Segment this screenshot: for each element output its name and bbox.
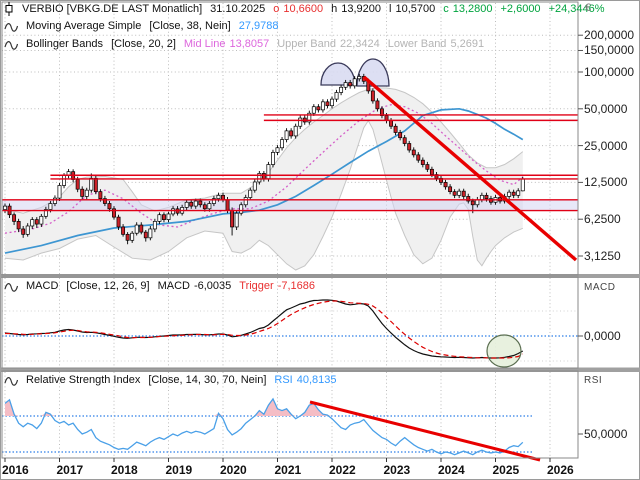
- open-quote: o 10,6600: [273, 2, 324, 15]
- macd-zero-label: 0,0000: [584, 329, 621, 343]
- price-tick-label: 200,0000: [584, 28, 635, 43]
- price-tick-label: 3,1250: [584, 249, 621, 263]
- rsi-value: RSI 40,8135: [274, 374, 337, 386]
- bollinger-upper: Upper Band 22,3424: [277, 38, 380, 50]
- year-label: 2020: [220, 463, 247, 477]
- ma-params: [Close, 38, Nein]: [149, 20, 231, 32]
- price-tick-label: 6,2500: [584, 212, 621, 227]
- wave-icon: [4, 281, 18, 293]
- macd-trigger-value: Trigger -7,1686: [239, 280, 316, 292]
- macd-params: [Close, 12, 26, 9]: [66, 280, 150, 292]
- instrument-legend: VERBIO [VBKG.DE LAST Monatlich] 31.10.20…: [4, 2, 605, 16]
- price-tick-label: 150,0000: [584, 43, 635, 58]
- price-tick-label: 100,0000: [584, 65, 635, 79]
- price-tick-label: 25,0000: [584, 138, 628, 153]
- year-label: 2019: [165, 463, 193, 477]
- rsi-axis-label: RSI: [584, 375, 603, 386]
- change-absolute: +2,6000: [500, 2, 541, 15]
- currency-symbol: €: [585, 2, 592, 14]
- ma-name: Moving Average Simple: [26, 20, 142, 32]
- year-label: 2016: [2, 463, 29, 477]
- year-label: 2025: [492, 463, 520, 477]
- year-label: 2018: [111, 463, 138, 477]
- bollinger-name: Bollinger Bands: [26, 38, 104, 50]
- low-quote: l 10,5700: [389, 2, 436, 15]
- price-tick-label: 12,5000: [584, 175, 628, 190]
- rsi-50-label: 50,0000: [584, 427, 628, 441]
- macd-name: MACD: [26, 280, 59, 292]
- year-label: 2017: [56, 463, 84, 477]
- year-label: 2023: [383, 463, 411, 477]
- year-label: 2022: [329, 463, 356, 477]
- macd-axis-label: MACD: [584, 282, 616, 293]
- ma-legend: Moving Average Simple [Close, 38, Nein] …: [4, 20, 278, 33]
- close-quote: c 13,2800: [443, 2, 493, 15]
- macd-value: MACD -6,0035: [157, 280, 232, 292]
- candlestick-icon: [4, 2, 14, 16]
- bollinger-lower: Lower Band 5,2691: [387, 38, 485, 50]
- rsi-legend: Relative Strength Index [Close, 14, 30, …: [4, 374, 336, 387]
- bollinger-legend: Bollinger Bands [Close, 20, 2] Mid Line 1…: [4, 38, 484, 51]
- bollinger-mid: Mid Line 13,8057: [183, 38, 270, 50]
- year-label: 2024: [438, 463, 465, 477]
- wave-icon: [4, 39, 18, 51]
- rsi-name: Relative Strength Index: [26, 374, 141, 386]
- ma-value: 27,9788: [238, 20, 279, 32]
- macd-legend: MACD [Close, 12, 26, 9] MACD -6,0035 Trig…: [4, 280, 315, 293]
- rsi-params: [Close, 14, 30, 70, Nein]: [148, 374, 267, 386]
- change-percent: +24,3446%: [548, 2, 605, 15]
- wave-icon: [4, 375, 18, 387]
- year-label: 2021: [274, 463, 302, 477]
- quote-date: 31.10.2025: [210, 2, 266, 15]
- high-quote: h 13,9200: [331, 2, 381, 15]
- bollinger-params: [Close, 20, 2]: [111, 38, 176, 50]
- price-tick-label: 50,0000: [584, 101, 628, 116]
- instrument-name: VERBIO [VBKG.DE LAST Monatlich]: [22, 2, 203, 15]
- wave-icon: [4, 21, 18, 33]
- year-label: 2026: [547, 463, 574, 477]
